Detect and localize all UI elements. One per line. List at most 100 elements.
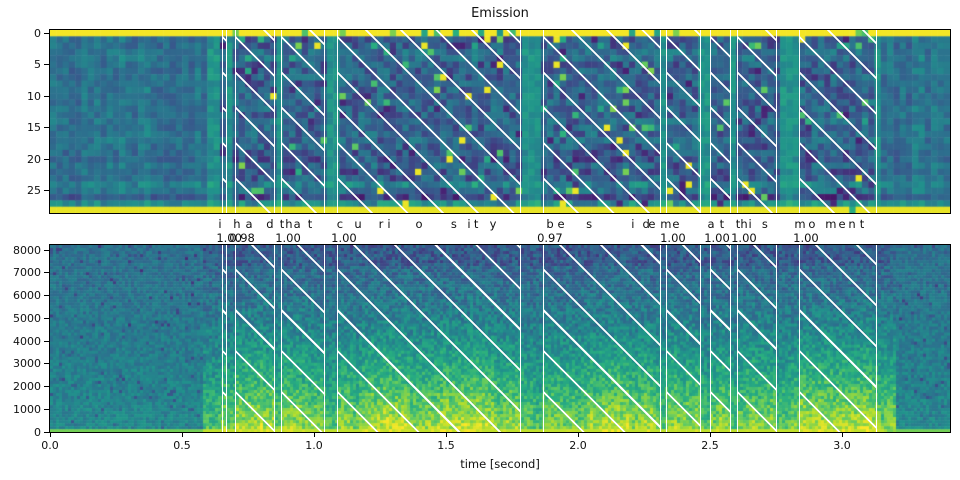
char-label: i	[387, 217, 391, 231]
char-label: i	[748, 217, 752, 231]
emission-ytick-label: 5	[34, 58, 41, 72]
spectrogram-ytick-label: 8000	[13, 243, 41, 257]
char-label: r	[378, 217, 384, 231]
alignment-span-spectrogram	[222, 245, 227, 432]
alignment-span-spectrogram	[235, 245, 275, 432]
spectrogram-ytick-label: 6000	[13, 289, 41, 303]
alignment-span-spectrogram	[281, 245, 325, 432]
char-label: t	[719, 217, 725, 231]
x-tick-label: 1.0	[305, 439, 323, 452]
x-tick-label: 2.5	[701, 439, 719, 452]
char-label: b	[546, 217, 554, 231]
alignment-span-emission	[798, 30, 878, 213]
x-tick-label: 0.0	[41, 439, 59, 452]
alignment-span-emission	[710, 30, 732, 213]
spectrogram-ytick-label: 7000	[13, 266, 41, 280]
alignment-span-emission	[542, 30, 661, 213]
spectrogram-ytick-label: 4000	[13, 334, 41, 348]
spectrogram-ytick-mark	[44, 317, 49, 319]
char-label: o	[415, 217, 423, 231]
alignment-span-emission	[736, 30, 778, 213]
spectrogram-ytick-mark	[44, 386, 49, 388]
x-tick-mark	[709, 433, 711, 437]
alignment-span-emission	[665, 30, 702, 213]
word-score-label: 1.00	[660, 231, 686, 245]
emission-ytick-label: 20	[27, 152, 41, 166]
word-score-label: 1.00	[793, 231, 819, 245]
x-tick-mark	[577, 433, 579, 437]
char-label: s	[761, 217, 768, 231]
x-tick-mark	[445, 433, 447, 437]
char-label: t	[307, 217, 313, 231]
alignment-span-emission	[235, 30, 275, 213]
char-label: e	[672, 217, 680, 231]
emission-ytick-label: 15	[27, 121, 41, 135]
emission-ytick-label: 25	[27, 184, 41, 198]
spectrogram-ytick-label: 1000	[13, 402, 41, 416]
spectrogram-ytick-label: 5000	[13, 311, 41, 325]
word-score-label: 0.97	[537, 231, 563, 245]
char-label: h	[285, 217, 293, 231]
char-label: m	[660, 217, 672, 231]
char-label: t	[735, 217, 741, 231]
x-tick-label: 3.0	[833, 439, 851, 452]
emission-ytick-label: 0	[34, 26, 41, 40]
word-score-label: 1.00	[331, 231, 357, 245]
spectrogram-axes	[49, 244, 951, 433]
alignment-span-spectrogram	[336, 245, 521, 432]
char-label: s	[586, 217, 593, 231]
char-label: h	[740, 217, 748, 231]
emission-plot-title: Emission	[471, 6, 529, 21]
word-score-label: 1.00	[704, 231, 730, 245]
alignment-span-spectrogram	[710, 245, 732, 432]
alignment-span-spectrogram	[798, 245, 878, 432]
char-label: e	[838, 217, 846, 231]
alignment-span-spectrogram	[542, 245, 661, 432]
char-label: o	[808, 217, 816, 231]
char-label: m	[794, 217, 806, 231]
x-tick-mark	[313, 433, 315, 437]
x-tick-mark	[841, 433, 843, 437]
char-label: u	[354, 217, 362, 231]
emission-ytick-mark	[44, 95, 49, 97]
x-axis-label: time [second]	[460, 457, 540, 471]
char-label: a	[293, 217, 301, 231]
char-label: e	[648, 217, 656, 231]
spectrogram-ytick-mark	[44, 272, 49, 274]
char-label: s	[450, 217, 457, 231]
char-label: i	[467, 217, 471, 231]
spectrogram-ytick-mark	[44, 408, 49, 410]
char-label: d	[642, 217, 650, 231]
char-label: t	[279, 217, 285, 231]
alignment-span-emission	[281, 30, 325, 213]
char-label: e	[557, 217, 565, 231]
alignment-span-spectrogram	[665, 245, 702, 432]
char-label: a	[707, 217, 715, 231]
char-label: h	[233, 217, 241, 231]
x-tick-label: 1.5	[437, 439, 455, 452]
spectrogram-ytick-label: 3000	[13, 357, 41, 371]
alignment-span-emission	[336, 30, 521, 213]
char-label: n	[848, 217, 856, 231]
word-score-label: 0.98	[229, 231, 255, 245]
x-tick-mark	[181, 433, 183, 437]
emission-ytick-mark	[44, 64, 49, 66]
spectrogram-ytick-label: 0	[34, 425, 41, 439]
alignment-span-spectrogram	[736, 245, 778, 432]
emission-axes	[49, 29, 951, 214]
spectrogram-ytick-mark	[44, 363, 49, 365]
x-tick-label: 2.0	[569, 439, 587, 452]
spectrogram-ytick-mark	[44, 249, 49, 251]
spectrogram-ytick-label: 2000	[13, 380, 41, 394]
emission-ytick-mark	[44, 127, 49, 129]
emission-ytick-mark	[44, 32, 49, 34]
char-label: i	[218, 217, 222, 231]
char-label: m	[825, 217, 837, 231]
emission-ytick-label: 10	[27, 89, 41, 103]
char-label: a	[245, 217, 253, 231]
char-label: t	[859, 217, 865, 231]
char-label: t	[473, 217, 479, 231]
emission-ytick-mark	[44, 158, 49, 160]
char-label: i	[631, 217, 635, 231]
